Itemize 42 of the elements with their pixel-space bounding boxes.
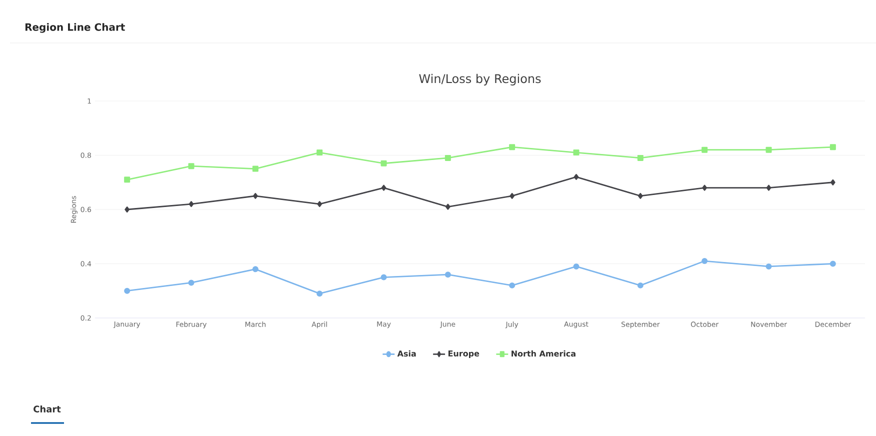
- point: [509, 282, 516, 288]
- point: [638, 192, 643, 199]
- point: [252, 166, 258, 172]
- point: [766, 146, 772, 153]
- point: [316, 290, 323, 297]
- point: [445, 204, 450, 210]
- point: [188, 163, 194, 170]
- point: [766, 263, 772, 270]
- legend-label: North America: [512, 350, 576, 357]
- point: [702, 258, 708, 264]
- point: [444, 272, 451, 278]
- point: [510, 192, 515, 199]
- point: [188, 201, 194, 208]
- point: [253, 192, 258, 199]
- point: [702, 146, 708, 153]
- point: [637, 154, 644, 161]
- point: [830, 179, 836, 186]
- point: [380, 274, 387, 280]
- point: [573, 150, 580, 156]
- point: [381, 184, 386, 191]
- legend-label: Europe: [448, 350, 480, 358]
- point: [188, 280, 194, 286]
- point: [444, 154, 451, 161]
- point: [380, 160, 387, 166]
- point: [573, 263, 580, 270]
- text: Region Line Chart: [25, 23, 125, 33]
- chart-title: Win/Loss by Regions: [419, 74, 541, 86]
- point: [702, 184, 708, 191]
- point: [830, 144, 836, 150]
- point: [317, 201, 322, 208]
- point: [509, 144, 516, 150]
- text: Chart: [34, 406, 61, 412]
- point: [316, 150, 323, 156]
- point: [124, 288, 130, 294]
- point: [124, 206, 130, 212]
- point: [830, 260, 836, 267]
- point: [574, 174, 579, 180]
- point: [766, 184, 772, 191]
- point: [637, 282, 644, 288]
- legend-label: Asia: [397, 350, 416, 357]
- point: [252, 266, 258, 272]
- point: [124, 176, 130, 183]
